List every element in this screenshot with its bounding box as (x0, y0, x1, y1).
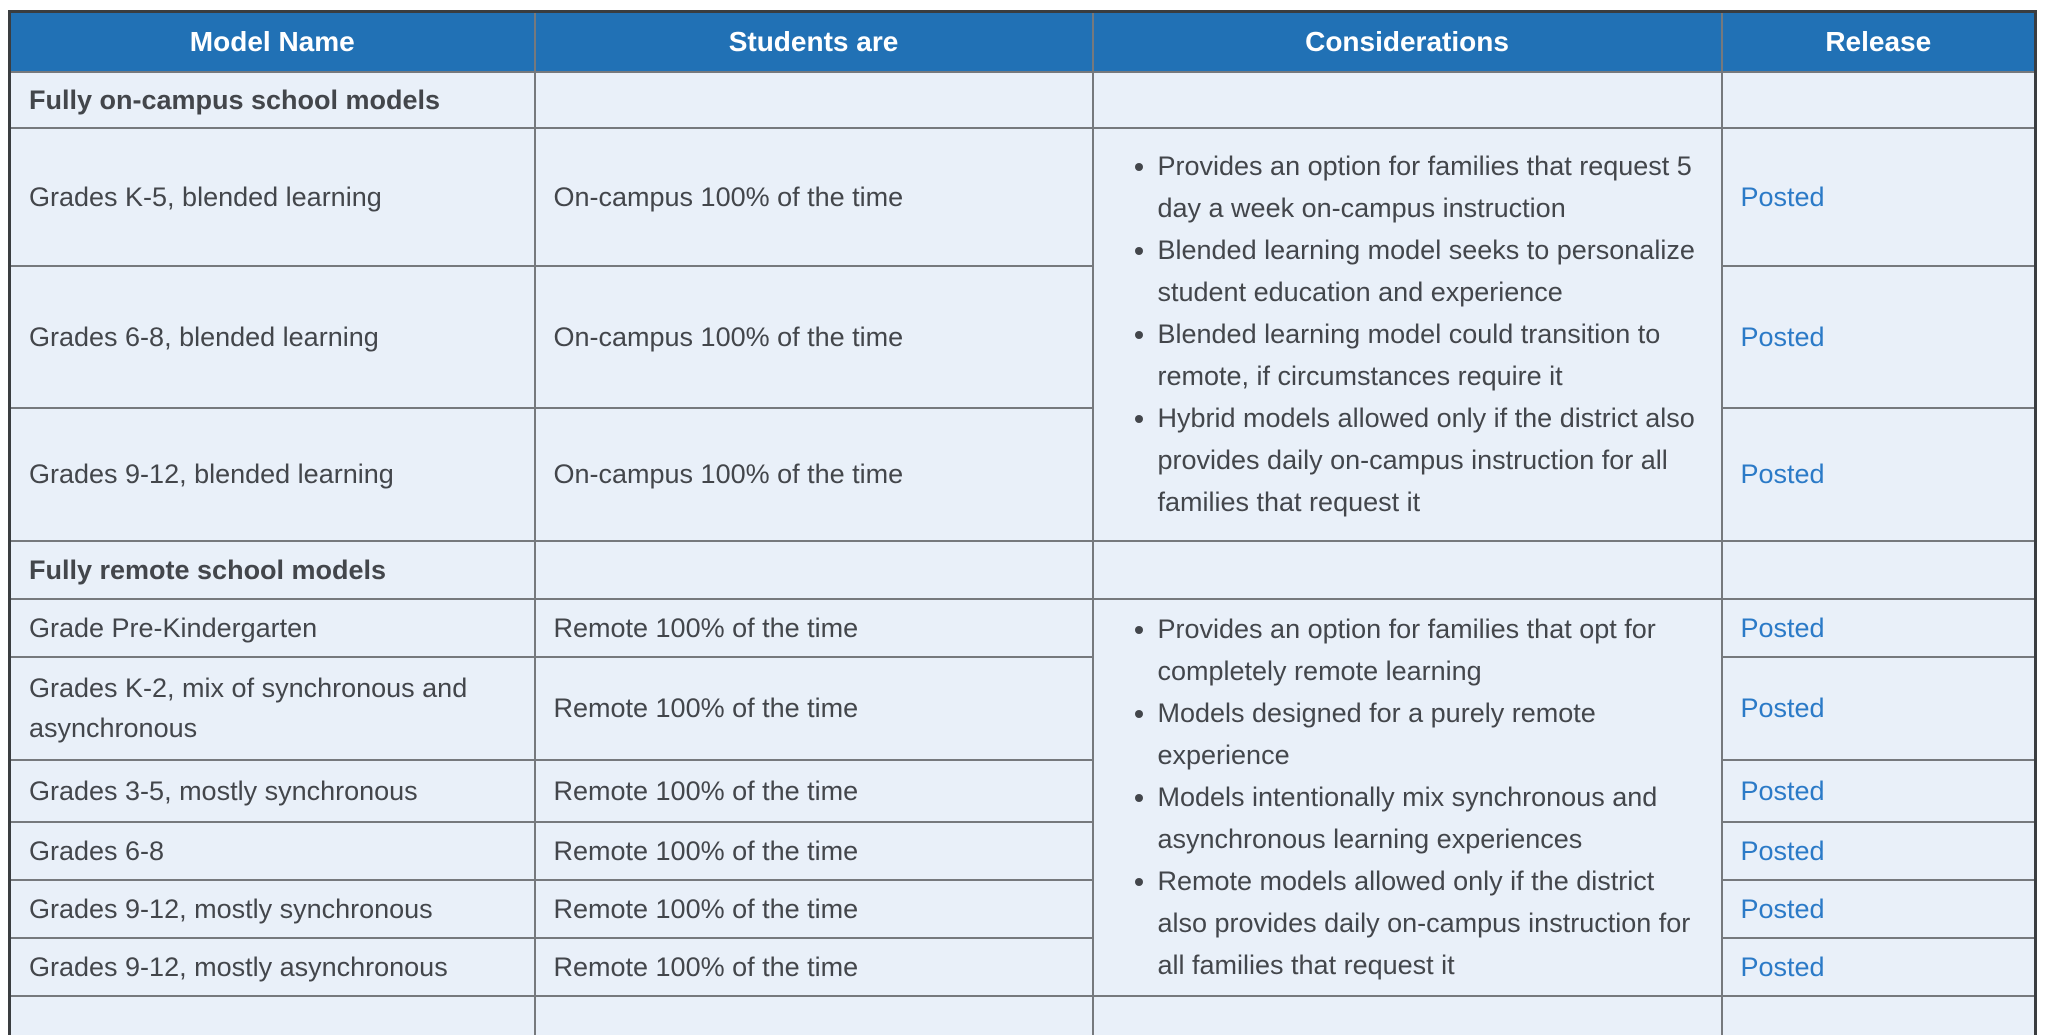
table-header-row: Model Name Students are Considerations R… (8, 10, 2037, 73)
release-cell: Posted (1720, 655, 2037, 761)
model-name-cell: Grades 9-12, mostly asynchronous (8, 936, 536, 997)
students-are-cell: Remote 100% of the time (533, 655, 1094, 761)
release-cell: Posted (1720, 820, 2037, 881)
table-row: Grades 6-8, blended learning On-campus 1… (8, 264, 2037, 409)
section-title: Fully on-campus school models (8, 70, 536, 129)
consideration-item: Provides an option for families that req… (1158, 145, 1701, 229)
column-header-considerations: Considerations (1091, 10, 1723, 73)
consideration-item: Hybrid models allowed only if the distri… (1158, 397, 1701, 523)
posted-link[interactable]: Posted (1740, 181, 1825, 212)
release-cell: Posted (1720, 597, 2037, 658)
section-row-remote: Fully remote school models (8, 539, 2037, 600)
empty-cell (533, 539, 1094, 600)
posted-link[interactable]: Posted (1740, 321, 1825, 352)
empty-cell (1091, 994, 1723, 1035)
students-are-cell: Remote 100% of the time (533, 820, 1094, 881)
students-are-cell: Remote 100% of the time (533, 936, 1094, 997)
table-row: Grades K-5, blended learning On-campus 1… (8, 126, 2037, 542)
release-cell: Posted (1720, 878, 2037, 939)
table-row: Grades 9-12, mostly synchronous Remote 1… (8, 878, 2037, 939)
empty-cell (533, 994, 1094, 1035)
students-are-cell: Remote 100% of the time (533, 758, 1094, 823)
model-name-cell: Grade Pre-Kindergarten (8, 597, 536, 658)
section-row-on-campus: Fully on-campus school models (8, 70, 2037, 129)
consideration-item: Blended learning model could transition … (1158, 313, 1701, 397)
release-cell: Posted (1720, 406, 2037, 542)
posted-link[interactable]: Posted (1740, 951, 1825, 982)
empty-cell (1720, 70, 2037, 129)
model-name-cell: Grades K-5, blended learning (8, 126, 536, 267)
empty-cell (533, 70, 1094, 129)
column-header-students-are: Students are (533, 10, 1094, 73)
students-are-cell: Remote 100% of the time (533, 597, 1094, 658)
table-row: Grades 3-5, mostly synchronous Remote 10… (8, 758, 2037, 823)
release-cell: Posted (1720, 264, 2037, 409)
students-are-cell: On-campus 100% of the time (533, 406, 1094, 542)
posted-link[interactable]: Posted (1740, 693, 1825, 723)
school-models-table: Model Name Students are Considerations R… (8, 10, 2037, 1035)
students-are-cell: Remote 100% of the time (533, 878, 1094, 939)
empty-cell (8, 994, 536, 1035)
considerations-list: Provides an option for families that req… (1112, 145, 1701, 523)
table-row: Grades K-2, mix of synchronous and async… (8, 655, 2037, 761)
posted-link[interactable]: Posted (1740, 459, 1825, 489)
posted-link[interactable]: Posted (1740, 835, 1825, 866)
consideration-item: Models designed for a purely remote expe… (1158, 692, 1701, 776)
table-row-partial (8, 994, 2037, 1035)
consideration-item: Provides an option for families that opt… (1158, 608, 1701, 692)
empty-cell (1091, 539, 1723, 600)
model-name-cell: Grades 9-12, mostly synchronous (8, 878, 536, 939)
consideration-item: Remote models allowed only if the distri… (1158, 860, 1701, 986)
table-row: Grades 9-12, blended learning On-campus … (8, 406, 2037, 542)
section-title: Fully remote school models (8, 539, 536, 600)
model-name-cell: Grades 6-8, blended learning (8, 264, 536, 409)
considerations-list: Provides an option for families that opt… (1112, 608, 1701, 986)
considerations-cell: Provides an option for families that opt… (1091, 597, 1723, 997)
table-row: Grades 9-12, mostly asynchronous Remote … (8, 936, 2037, 997)
considerations-cell: Provides an option for families that req… (1091, 126, 1723, 542)
release-cell: Posted (1720, 126, 2037, 267)
consideration-item: Blended learning model seeks to personal… (1158, 229, 1701, 313)
empty-cell (1720, 994, 2037, 1035)
model-name-cell: Grades 6-8 (8, 820, 536, 881)
posted-link[interactable]: Posted (1740, 612, 1825, 643)
table-row: Grades 6-8 Remote 100% of the time Poste… (8, 820, 2037, 881)
table-row: Grade Pre-Kindergarten Remote 100% of th… (8, 597, 2037, 997)
posted-link[interactable]: Posted (1740, 775, 1825, 806)
model-name-cell: Grades K-2, mix of synchronous and async… (8, 655, 536, 761)
model-name-cell: Grades 9-12, blended learning (8, 406, 536, 542)
model-name-cell: Grades 3-5, mostly synchronous (8, 758, 536, 823)
column-header-release: Release (1720, 10, 2037, 73)
column-header-model-name: Model Name (8, 10, 536, 73)
students-are-cell: On-campus 100% of the time (533, 126, 1094, 267)
posted-link[interactable]: Posted (1740, 893, 1825, 924)
students-are-cell: On-campus 100% of the time (533, 264, 1094, 409)
consideration-item: Models intentionally mix synchronous and… (1158, 776, 1701, 860)
release-cell: Posted (1720, 758, 2037, 823)
empty-cell (1720, 539, 2037, 600)
release-cell: Posted (1720, 936, 2037, 997)
empty-cell (1091, 70, 1723, 129)
